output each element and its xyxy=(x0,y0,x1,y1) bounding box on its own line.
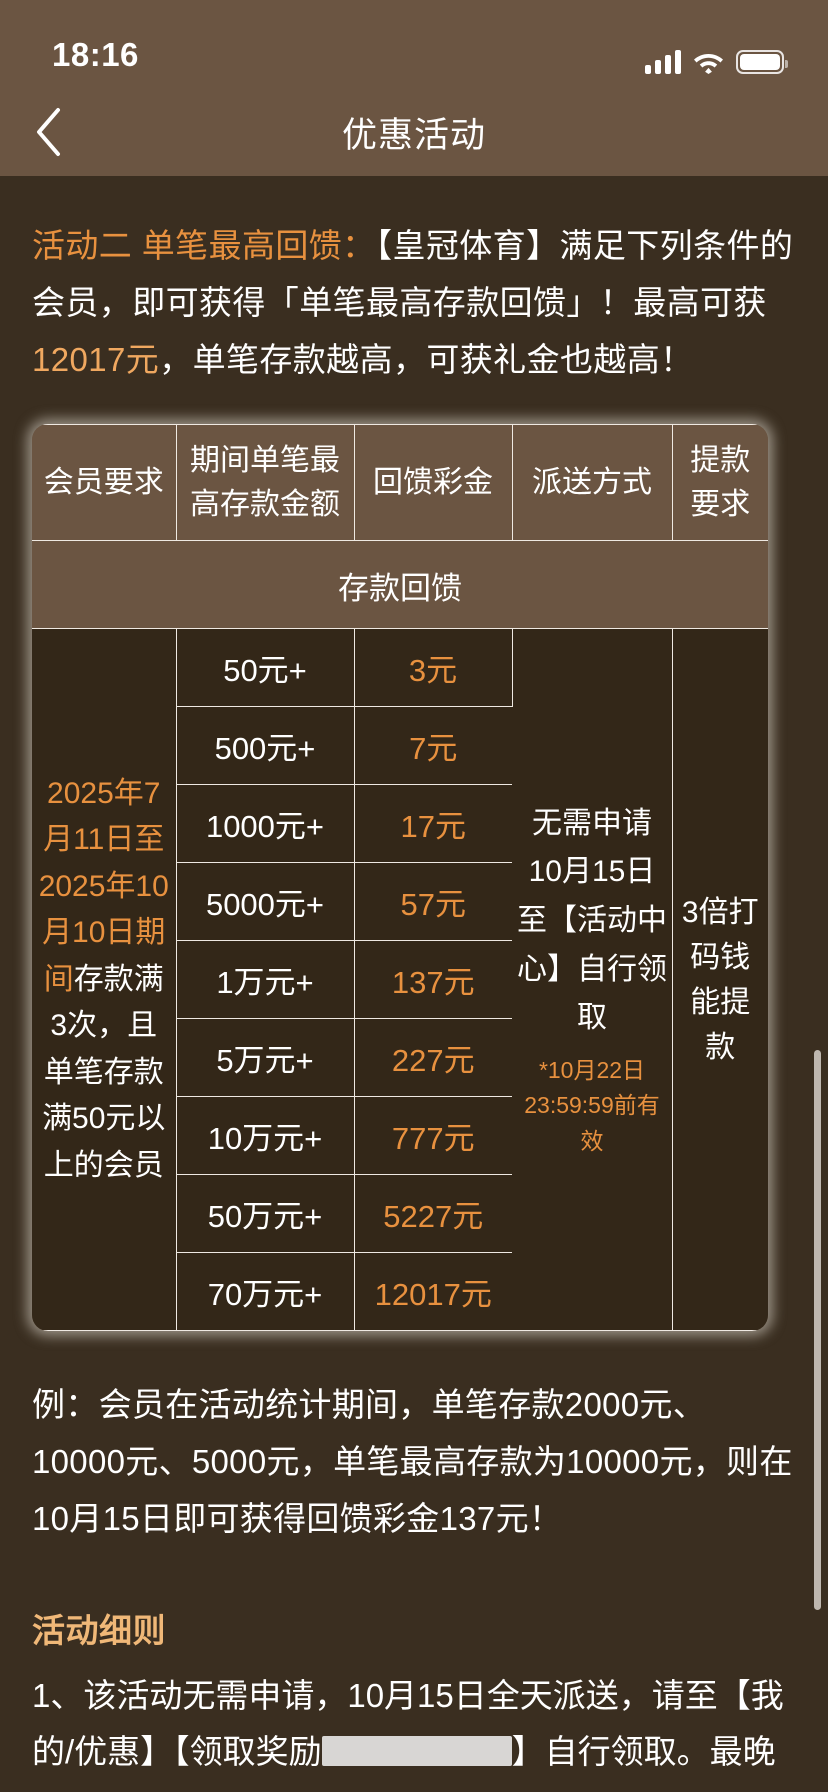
cell-deposit: 10万元+ xyxy=(176,1096,355,1176)
rules-line-1a: 1、该活动无需申请，10月15日全天派送，请至【我的/优惠】【领取奖励 xyxy=(32,1676,784,1771)
cell-bonus: 777元 xyxy=(354,1096,512,1176)
col-header-delivery: 派送方式 xyxy=(512,424,673,542)
table-row: 10万元+ 777元 xyxy=(32,1096,768,1176)
nav-bar: 优惠活动 xyxy=(0,88,828,176)
redacted-block xyxy=(321,1736,512,1767)
promo-content[interactable]: 活动二 单笔最高回馈：【皇冠体育】满足下列条件的会员，即可获得「单笔最高存款回馈… xyxy=(0,176,828,1792)
rules-body: 1、该活动无需申请，10月15日全天派送，请至【我的/优惠】【领取奖励 】自行领取… xyxy=(32,1668,796,1792)
table-caption: 存款回馈 xyxy=(32,540,768,630)
col-header-member-requirement: 会员要求 xyxy=(32,424,177,542)
cell-deposit: 1万元+ xyxy=(176,940,355,1020)
promo-intro-body-2: ，单笔存款越高，可获礼金也越高！ xyxy=(159,340,694,378)
cell-bonus: 12017元 xyxy=(354,1252,512,1332)
cell-bonus: 227元 xyxy=(354,1018,512,1098)
col-header-max-deposit: 期间单笔最高存款金额 xyxy=(176,424,355,542)
table-row: 70万元+ 12017元 xyxy=(32,1252,768,1332)
promo-intro-body-1: 【皇冠体育】满足下列条件的会员，即可获得「单笔最高存款回馈」！最高可获 xyxy=(32,227,794,321)
cell-deposit: 50万元+ xyxy=(176,1174,355,1254)
table-body: 2025年7月11日至2025年10月10日期间存款满3次，且单笔存款满50元以… xyxy=(32,628,768,1332)
member-requirement-date: 2025年7月11日至2025年10月10日期间 xyxy=(38,776,169,996)
table-header: 会员要求 期间单笔最高存款金额 回馈彩金 派送方式 提款要求 xyxy=(32,424,768,542)
status-indicators xyxy=(645,50,788,74)
cell-bonus: 57元 xyxy=(354,862,512,942)
cell-bonus: 137元 xyxy=(354,940,512,1020)
table-row: 5000元+ 57元 xyxy=(32,862,768,942)
col-header-withdraw: 提款要求 xyxy=(672,424,768,542)
cell-bonus: 7元 xyxy=(354,706,512,786)
promo-intro-title: 活动二 单笔最高回馈 xyxy=(32,227,343,264)
cell-deposit: 5000元+ xyxy=(176,862,355,942)
rules-title: 活动细则 xyxy=(32,1611,166,1649)
cell-bonus: 5227元 xyxy=(354,1174,512,1254)
promo-intro-amount: 12017元 xyxy=(32,340,160,378)
member-requirement-text: 存款满3次，且单笔存款满50元以上的会员 xyxy=(42,962,166,1182)
col-header-bonus: 回馈彩金 xyxy=(354,424,513,542)
back-button[interactable] xyxy=(0,88,96,176)
cell-deposit: 5万元+ xyxy=(176,1018,355,1098)
deposit-rebate-table: 存款回馈 会员要求 期间单笔最高存款金额 回馈彩金 派送方式 提款要求 2025… xyxy=(32,424,768,1332)
table-header-row: 会员要求 期间单笔最高存款金额 回馈彩金 派送方式 提款要求 xyxy=(32,424,768,542)
chevron-left-icon xyxy=(34,107,62,157)
status-bar: 18:16 xyxy=(0,0,828,88)
table-row: 50万元+ 5227元 xyxy=(32,1174,768,1254)
cell-deposit: 500元+ xyxy=(176,706,355,786)
wifi-icon xyxy=(693,50,724,74)
delivery-note: *10月22日 23:59:59前有效 xyxy=(524,1056,660,1155)
cell-delivery: 无需申请10月15日至【活动中心】自行领取 *10月22日 23:59:59前有… xyxy=(512,628,673,1332)
example-paragraph: 例：会员在活动统计期间，单笔存款2000元、10000元、5000元，单笔最高存… xyxy=(32,1386,793,1537)
rules-line-1b: 】自行领取。最晚领取时间截止到 xyxy=(32,1733,776,1792)
cell-deposit: 50元+ xyxy=(176,628,355,708)
cell-member-requirement: 2025年7月11日至2025年10月10日期间存款满3次，且单笔存款满50元以… xyxy=(32,628,177,1332)
battery-icon xyxy=(736,50,788,74)
vertical-scrollbar[interactable] xyxy=(814,1050,821,1610)
cell-withdraw: 3倍打码钱能提款 xyxy=(672,628,768,1332)
page-title: 优惠活动 xyxy=(341,115,486,155)
table-row: 2025年7月11日至2025年10月10日期间存款满3次，且单笔存款满50元以… xyxy=(32,628,768,1332)
cell-deposit: 70万元+ xyxy=(176,1252,355,1332)
table-row: 5万元+ 227元 xyxy=(32,1018,768,1098)
delivery-main: 无需申请10月15日至【活动中心】自行领取 xyxy=(517,806,667,1035)
cell-bonus: 17元 xyxy=(354,784,512,864)
cell-bonus: 3元 xyxy=(354,628,513,708)
deposit-rebate-table-card: 存款回馈 会员要求 期间单笔最高存款金额 回馈彩金 派送方式 提款要求 2025… xyxy=(32,424,768,1332)
status-clock: 18:16 xyxy=(52,36,139,73)
table-row: 500元+ 7元 xyxy=(32,706,768,786)
cell-deposit: 1000元+ xyxy=(176,784,355,864)
cellular-bars-icon xyxy=(645,50,681,74)
promo-intro: 活动二 单笔最高回馈：【皇冠体育】满足下列条件的会员，即可获得「单笔最高存款回馈… xyxy=(32,218,796,388)
table-row: 1万元+ 137元 xyxy=(32,940,768,1020)
table-caption-row: 存款回馈 xyxy=(32,540,768,630)
promo-intro-colon: ： xyxy=(342,227,376,264)
table-row: 1000元+ 17元 xyxy=(32,784,768,864)
